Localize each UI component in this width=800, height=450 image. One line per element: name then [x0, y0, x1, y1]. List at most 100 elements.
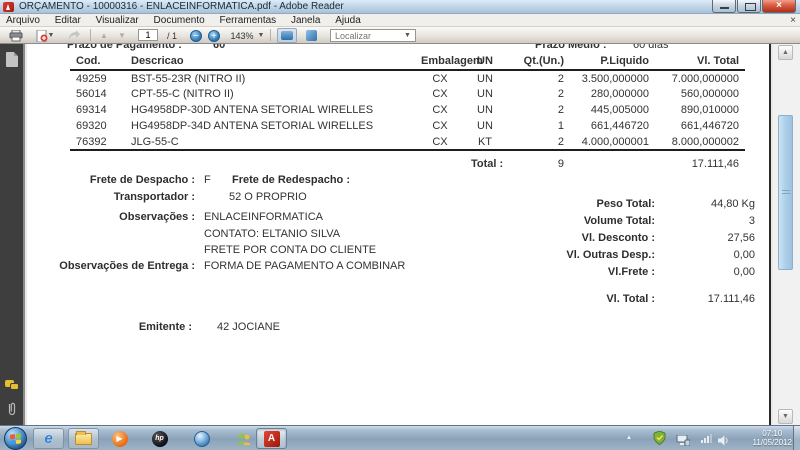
total-qty: 9: [505, 149, 570, 170]
antivirus-shield-icon[interactable]: [653, 430, 666, 450]
observacoes-entrega-label: Observações de Entrega :: [59, 260, 195, 272]
windows-flag-icon: [10, 433, 21, 445]
zoom-level-value[interactable]: 143%: [230, 30, 254, 41]
fit-page-button[interactable]: [301, 28, 321, 43]
pdf-page: Prazo de Pagamento : 60 Prazo Medio : 60…: [27, 44, 771, 425]
col-vltotal: Vl. Total: [655, 52, 745, 71]
frete-despacho-value: F: [204, 174, 211, 186]
emitente-value: 42 JOCIANE: [217, 321, 280, 333]
menu-ajuda[interactable]: Ajuda: [335, 15, 361, 26]
menu-documento[interactable]: Documento: [153, 15, 205, 26]
close-button[interactable]: ×: [762, 0, 796, 13]
signal-strength-icon[interactable]: [701, 434, 712, 443]
find-caret-icon[interactable]: ▼: [404, 32, 411, 39]
peso-total-value: 44,80 Kg: [710, 198, 755, 210]
menu-arquivo[interactable]: Arquivo: [6, 15, 40, 26]
vertical-scrollbar[interactable]: ▲ ▼: [773, 44, 800, 425]
attachments-icon[interactable]: [6, 402, 18, 421]
zoom-in-icon: +: [208, 29, 220, 42]
taskbar-browser-sphere[interactable]: [186, 428, 217, 449]
clock-date: 11/05/2012: [752, 438, 792, 447]
find-input[interactable]: [330, 29, 416, 42]
vl-outras-desp-label: Vl. Outras Desp.:: [566, 249, 655, 261]
menu-ferramentas[interactable]: Ferramentas: [219, 15, 277, 26]
create-pdf-icon: [36, 29, 48, 42]
transportador-value: 52 O PROPRIO: [229, 191, 307, 203]
table-row: 49259 BST-55-23R (NITRO II) CX UN 2 3.50…: [76, 72, 739, 85]
window-title: ORÇAMENTO - 10000316 - ENLACEINFORMATICA…: [19, 1, 344, 12]
emitente-label: Emitente :: [138, 321, 192, 333]
col-embalagem: Embalagem: [415, 52, 483, 71]
toolbar: ▼ ▲ ▼ / 1 − + 143% ▼ ▼: [0, 27, 800, 44]
zoom-out-button[interactable]: −: [188, 28, 204, 43]
print-button[interactable]: [6, 28, 26, 43]
create-pdf-button[interactable]: ▼: [32, 28, 58, 43]
media-player-icon: ▶: [111, 430, 128, 447]
vl-desconto-value: 27,56: [727, 232, 755, 244]
share-button[interactable]: [64, 28, 84, 43]
network-icon[interactable]: [676, 433, 691, 450]
adobe-reader-icon: A: [263, 430, 280, 447]
menu-visualizar[interactable]: Visualizar: [95, 15, 139, 26]
start-button[interactable]: [4, 427, 27, 450]
taskbar-messenger[interactable]: [228, 428, 259, 449]
zoom-out-icon: −: [190, 29, 202, 42]
scrollbar-thumb[interactable]: [778, 115, 793, 270]
table-row: 56014 CPT-55-C (NITRO II) CX UN 2 280,00…: [76, 88, 739, 100]
show-desktop-button[interactable]: [793, 426, 800, 450]
volume-total-value: 3: [748, 215, 755, 227]
previous-page-button[interactable]: ▲: [96, 28, 112, 43]
adobe-reader-app-icon: [3, 2, 14, 12]
scrolling-mode-button[interactable]: [277, 28, 297, 43]
taskbar-adobe-reader[interactable]: A: [256, 428, 287, 449]
col-descricao: Descricao: [125, 52, 415, 71]
menu-bar: Arquivo Editar Visualizar Documento Ferr…: [0, 14, 800, 27]
table-row: 76392 JLG-55-C CX KT 2 4.000,000001 8.00…: [76, 135, 739, 148]
transportador-label: Transportador :: [113, 191, 195, 203]
navigation-pane: [0, 44, 25, 425]
minimize-button[interactable]: [712, 0, 736, 13]
menu-janela[interactable]: Janela: [290, 15, 321, 26]
scroll-up-button[interactable]: ▲: [778, 45, 793, 60]
comments-icon[interactable]: [5, 380, 19, 392]
scroll-down-button[interactable]: ▼: [778, 409, 793, 424]
vl-frete-value: 0,00: [733, 266, 755, 278]
zoom-caret-icon[interactable]: ▼: [257, 32, 265, 39]
show-hidden-icons-button[interactable]: ▲: [626, 435, 632, 441]
table-row: 69320 HG4958DP-34D ANTENA SETORIAL WIREL…: [76, 120, 739, 132]
hp-icon: hp: [151, 430, 168, 447]
create-pdf-caret-icon: ▼: [47, 32, 55, 39]
taskbar-internet-explorer[interactable]: e: [33, 428, 64, 449]
volume-icon[interactable]: [718, 433, 730, 450]
share-icon: [68, 30, 80, 39]
menu-editar[interactable]: Editar: [54, 15, 81, 26]
taskbar-hp-app[interactable]: hp: [144, 428, 175, 449]
col-cod: Cod.: [70, 52, 125, 71]
prazo-medio-label: Prazo Medio :: [535, 44, 607, 51]
taskbar-windows-explorer[interactable]: [68, 428, 99, 449]
observacoes-line: CONTATO: ELTANIO SILVA: [204, 228, 341, 240]
page-thumbnails-icon[interactable]: [6, 52, 18, 67]
zoom-in-button[interactable]: +: [206, 28, 222, 43]
frete-redespacho-label: Frete de Redespacho :: [232, 174, 350, 186]
vl-total-value: 17.111,46: [707, 293, 755, 305]
frete-despacho-label: Frete de Despacho :: [89, 174, 195, 186]
clock[interactable]: 07:10 11/05/2012: [753, 429, 792, 447]
page-number-input[interactable]: [138, 29, 158, 41]
messenger-buddies-icon: [236, 432, 250, 445]
table-header-row: Cod. Descricao Embalagem UN Qt.(Un.) P.L…: [70, 52, 745, 71]
title-bar: ORÇAMENTO - 10000316 - ENLACEINFORMATICA…: [0, 0, 800, 14]
close-document-icon[interactable]: ×: [790, 15, 796, 26]
clipped-header-row: Prazo de Pagamento : 60 Prazo Medio : 60…: [27, 44, 769, 53]
col-un: UN: [465, 52, 505, 71]
taskbar-media-player[interactable]: ▶: [104, 428, 135, 449]
maximize-button[interactable]: [737, 0, 761, 13]
next-page-button[interactable]: ▼: [114, 28, 130, 43]
volume-total-label: Volume Total:: [583, 215, 655, 227]
arrow-up-icon: ▲: [100, 31, 108, 40]
vl-total-label: Vl. Total :: [606, 293, 655, 305]
prazo-medio-value: 60 dias: [633, 44, 669, 51]
observacoes-label: Observações :: [119, 211, 195, 223]
vl-frete-label: Vl.Frete :: [607, 266, 655, 278]
